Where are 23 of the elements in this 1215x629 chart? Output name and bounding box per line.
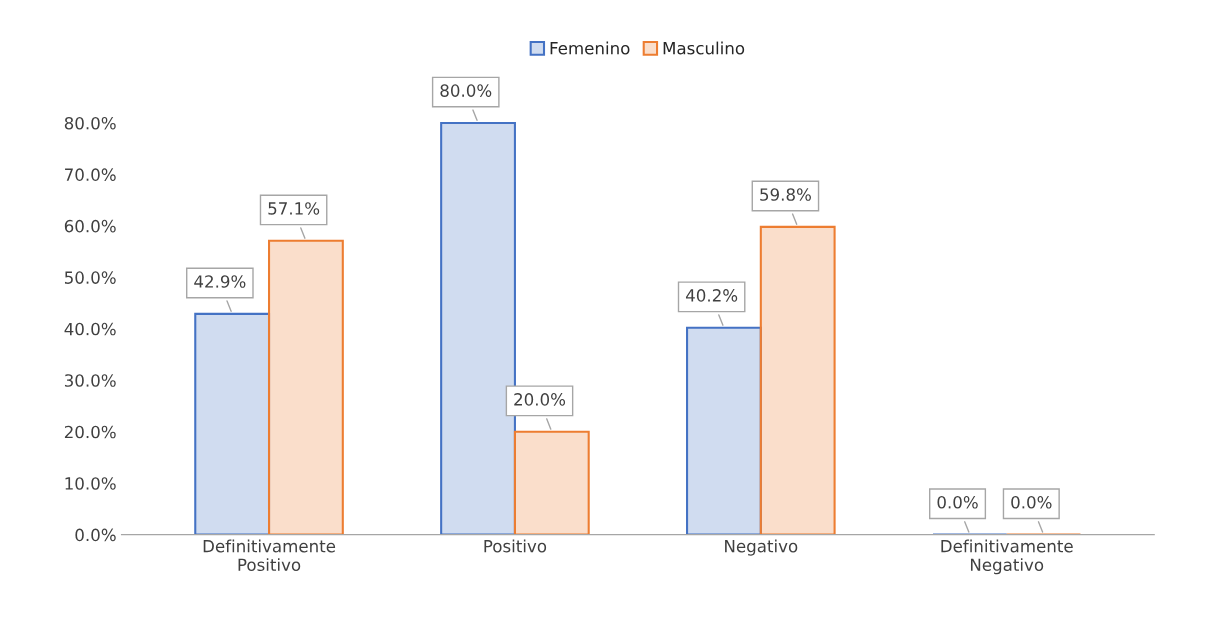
y-tick-label: 20.0%: [64, 425, 116, 439]
y-tick-label: 0.0%: [75, 528, 116, 542]
data-label: 40.2%: [685, 289, 738, 302]
legend-label: Femenino: [550, 41, 630, 55]
y-tick-label: 80.0%: [64, 116, 116, 130]
data-label: 57.1%: [268, 202, 320, 215]
data-label: 59.8%: [760, 188, 811, 201]
data-label: 20.0%: [514, 393, 566, 406]
y-tick-label: 10.0%: [65, 477, 116, 490]
x-tick-label: Definitivamente Negativo: [941, 539, 1073, 575]
y-tick-label: 70.0%: [65, 168, 116, 181]
data-label: 0.0%: [1011, 496, 1052, 509]
y-tick-label: 60.0%: [64, 219, 116, 233]
data-label: 80.0%: [440, 84, 492, 97]
legend-label: Masculino: [663, 41, 745, 55]
data-label: 42.9%: [194, 275, 246, 288]
x-tick-label: Negativo: [725, 539, 798, 556]
x-tick-label: Positivo: [484, 539, 547, 553]
y-tick-label: 30.0%: [64, 374, 116, 387]
y-tick-label: 50.0%: [64, 271, 116, 284]
x-tick-label: Definitivamente Positivo: [203, 539, 336, 572]
y-tick-label: 40.0%: [64, 322, 116, 336]
data-label: 0.0%: [937, 496, 978, 509]
